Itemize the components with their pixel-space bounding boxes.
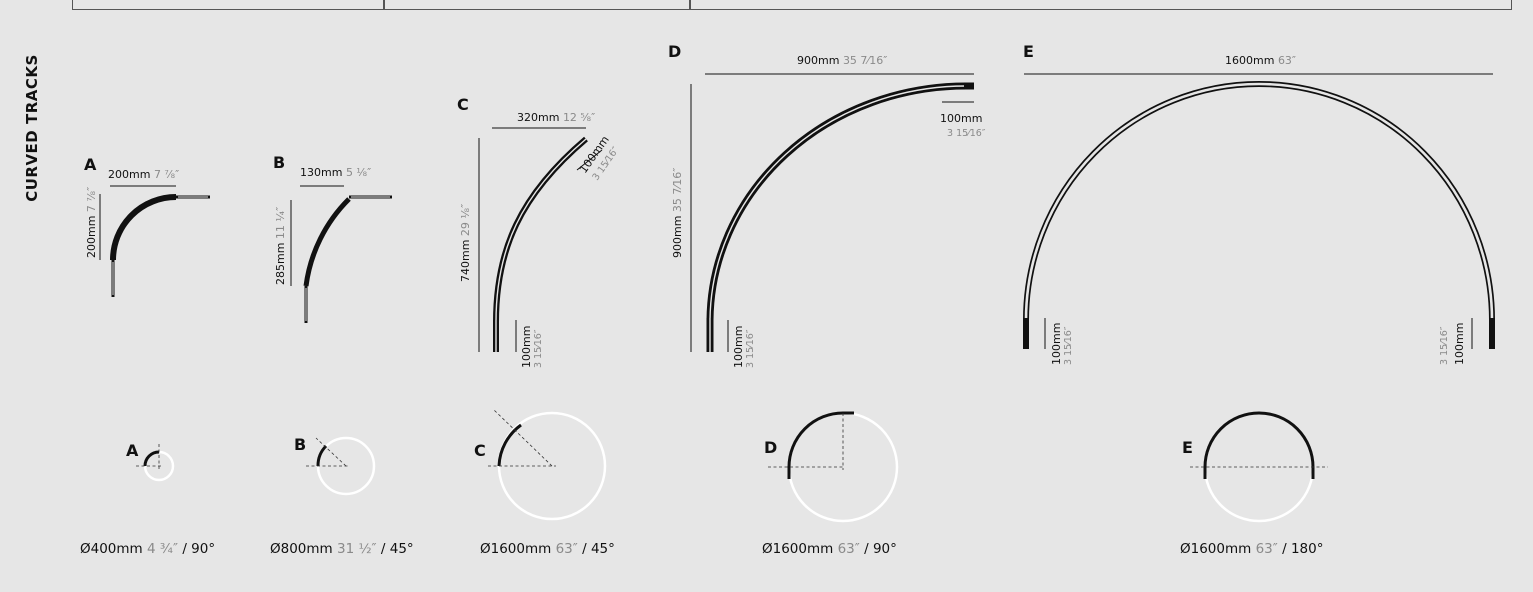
track-c-curve — [493, 136, 588, 323]
schematic-c-letter: C — [474, 441, 486, 460]
schematic-d: D Ø1600mm 63″ / 90° — [762, 411, 899, 557]
track-b-height-label: 285mm 11 ¼″ — [274, 207, 287, 285]
track-b-width-label: 130mm 5 ⅛″ — [300, 166, 371, 179]
track-d-end-inch: 3 15⁄16″ — [947, 128, 986, 139]
schematic-c-arc — [497, 423, 522, 467]
schematic-b-caption: Ø800mm 31 ½″ / 45° — [270, 541, 414, 557]
schematic-e-arc — [1203, 411, 1315, 479]
track-e-width-label: 1600mm 63″ — [1225, 54, 1296, 67]
track-c-straight-inch: 3 15⁄16″ — [533, 329, 544, 368]
track-e-arc — [1023, 81, 1495, 321]
track-e-left-inch: 3 15⁄16″ — [1063, 326, 1074, 365]
track-e-left-label: 100mm — [1050, 323, 1063, 365]
track-e: E 1600mm 63″ 100mm 3 15⁄16″ 3 15⁄16″ 100… — [1023, 42, 1495, 365]
track-b: B 130mm 5 ⅛″ 285mm 11 ¼″ — [273, 153, 392, 323]
track-d: D 900mm 35 7⁄16″ 900mm 35 7⁄16″ 100mm 3 … — [668, 42, 986, 368]
schematic-b: B Ø800mm 31 ½″ / 45° — [270, 435, 414, 557]
schematic-c: C Ø1600mm 63″ / 45° — [474, 409, 615, 557]
track-d-straight-inch: 3 15⁄16″ — [745, 329, 756, 368]
track-c-width-label: 320mm 12 ⅝″ — [517, 111, 595, 124]
track-a: A 200mm 7 ⅞″ 200mm 7 ⅞″ — [84, 155, 210, 297]
track-c-end-line — [576, 149, 603, 171]
schematic-a: A Ø400mm 4 ¾″ / 90° — [80, 441, 215, 557]
track-c: C 320mm 12 ⅝″ 740mm 29 ⅛″ 100mm 3 15⁄16″… — [457, 95, 622, 368]
track-c-straight-label: 100mm — [520, 326, 533, 368]
track-a-letter: A — [84, 155, 97, 174]
schematic-e-caption: Ø1600mm 63″ / 180° — [1180, 541, 1323, 557]
track-a-height-label: 200mm 7 ⅞″ — [85, 187, 98, 258]
track-d-end-label: 100mm — [940, 112, 982, 125]
track-d-letter: D — [668, 42, 681, 61]
track-b-letter: B — [273, 153, 285, 172]
top-table-cell — [72, 0, 384, 10]
track-d-curve — [706, 82, 967, 321]
track-e-right-inch: 3 15⁄16″ — [1439, 326, 1450, 365]
schematic-a-caption: Ø400mm 4 ¾″ / 90° — [80, 541, 215, 557]
track-d-width-label: 900mm 35 7⁄16″ — [797, 54, 887, 67]
schematic-c-caption: Ø1600mm 63″ / 45° — [480, 541, 615, 557]
track-c-letter: C — [457, 95, 469, 114]
schematic-a-arc — [143, 450, 160, 467]
track-d-height-label: 900mm 35 7⁄16″ — [671, 168, 684, 258]
track-a-curve — [110, 194, 177, 261]
top-table-cell — [690, 0, 1512, 10]
track-a-width-label: 200mm 7 ⅞″ — [108, 168, 179, 181]
track-e-right-label: 100mm — [1453, 323, 1466, 365]
track-b-curve — [303, 197, 351, 287]
track-d-straight-label: 100mm — [732, 326, 745, 368]
top-table-cell — [384, 0, 690, 10]
schematic-a-letter: A — [126, 441, 139, 460]
schematic-b-arc — [316, 444, 328, 467]
schematic-e: E Ø1600mm 63″ / 180° — [1180, 411, 1328, 557]
track-c-height-label: 740mm 29 ⅛″ — [459, 204, 472, 282]
schematic-d-caption: Ø1600mm 63″ / 90° — [762, 541, 897, 557]
track-e-letter: E — [1023, 42, 1034, 61]
schematic-d-arc — [787, 411, 854, 479]
top-table-edge — [0, 0, 1533, 12]
schematic-e-letter: E — [1182, 438, 1193, 457]
schematic-b-letter: B — [294, 435, 306, 454]
schematic-d-letter: D — [764, 438, 777, 457]
